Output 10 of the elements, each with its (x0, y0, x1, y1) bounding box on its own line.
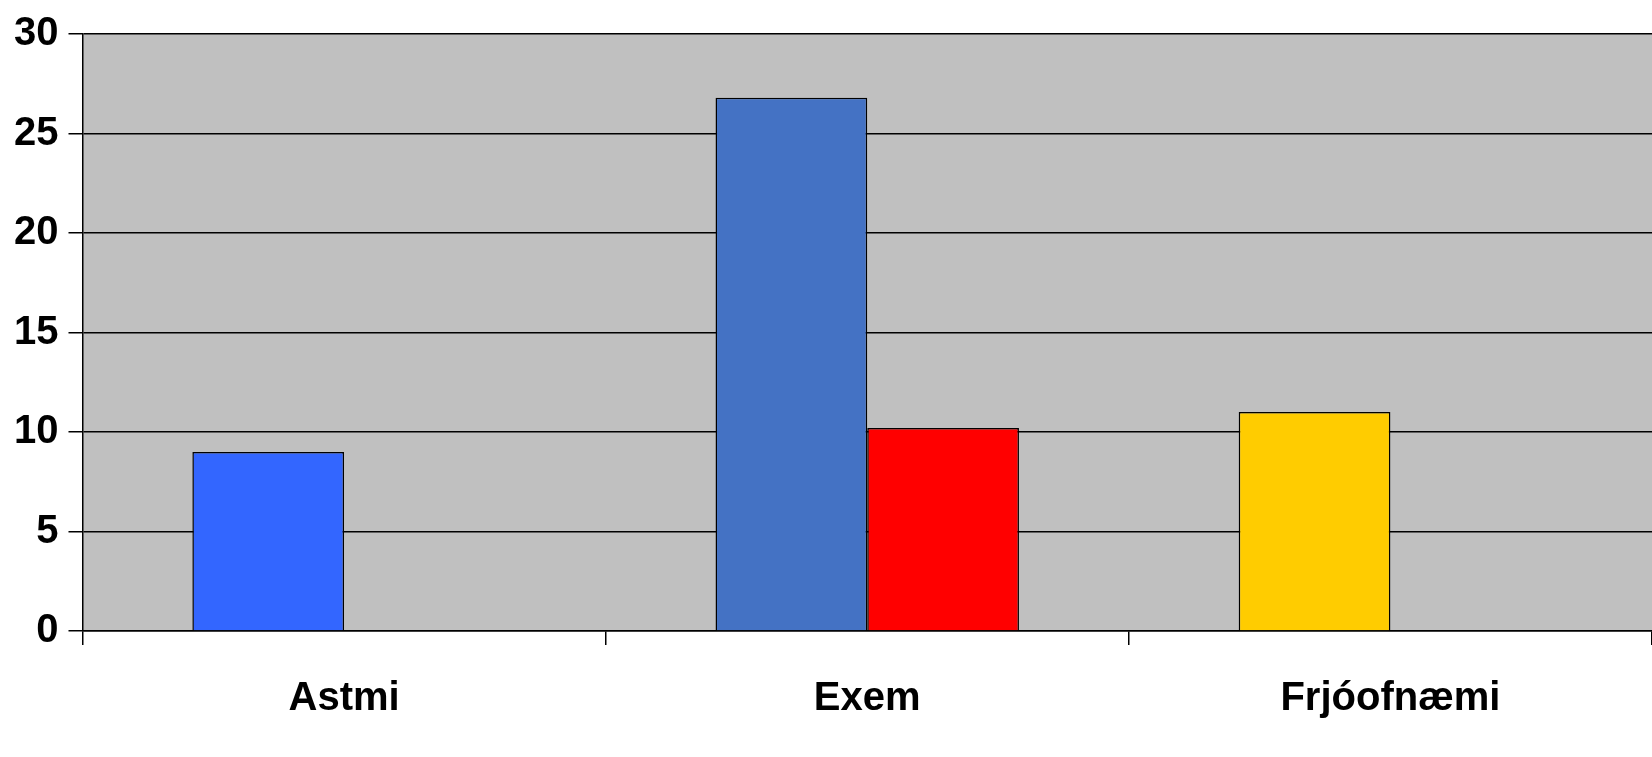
y-tick-label: 20 (13, 208, 59, 253)
x-tick-label: Frjóofnæmi (1280, 674, 1501, 719)
y-tick-label: 5 (36, 506, 59, 551)
y-tick-label: 10 (13, 407, 59, 452)
y-tick-label: 15 (13, 307, 59, 352)
y-tick-label: 25 (13, 108, 59, 153)
y-tick-label: 30 (13, 9, 59, 54)
x-tick-label: Astmi (288, 674, 400, 719)
x-tick-label: Exem (813, 674, 921, 719)
y-tick-label: 0 (36, 606, 59, 651)
